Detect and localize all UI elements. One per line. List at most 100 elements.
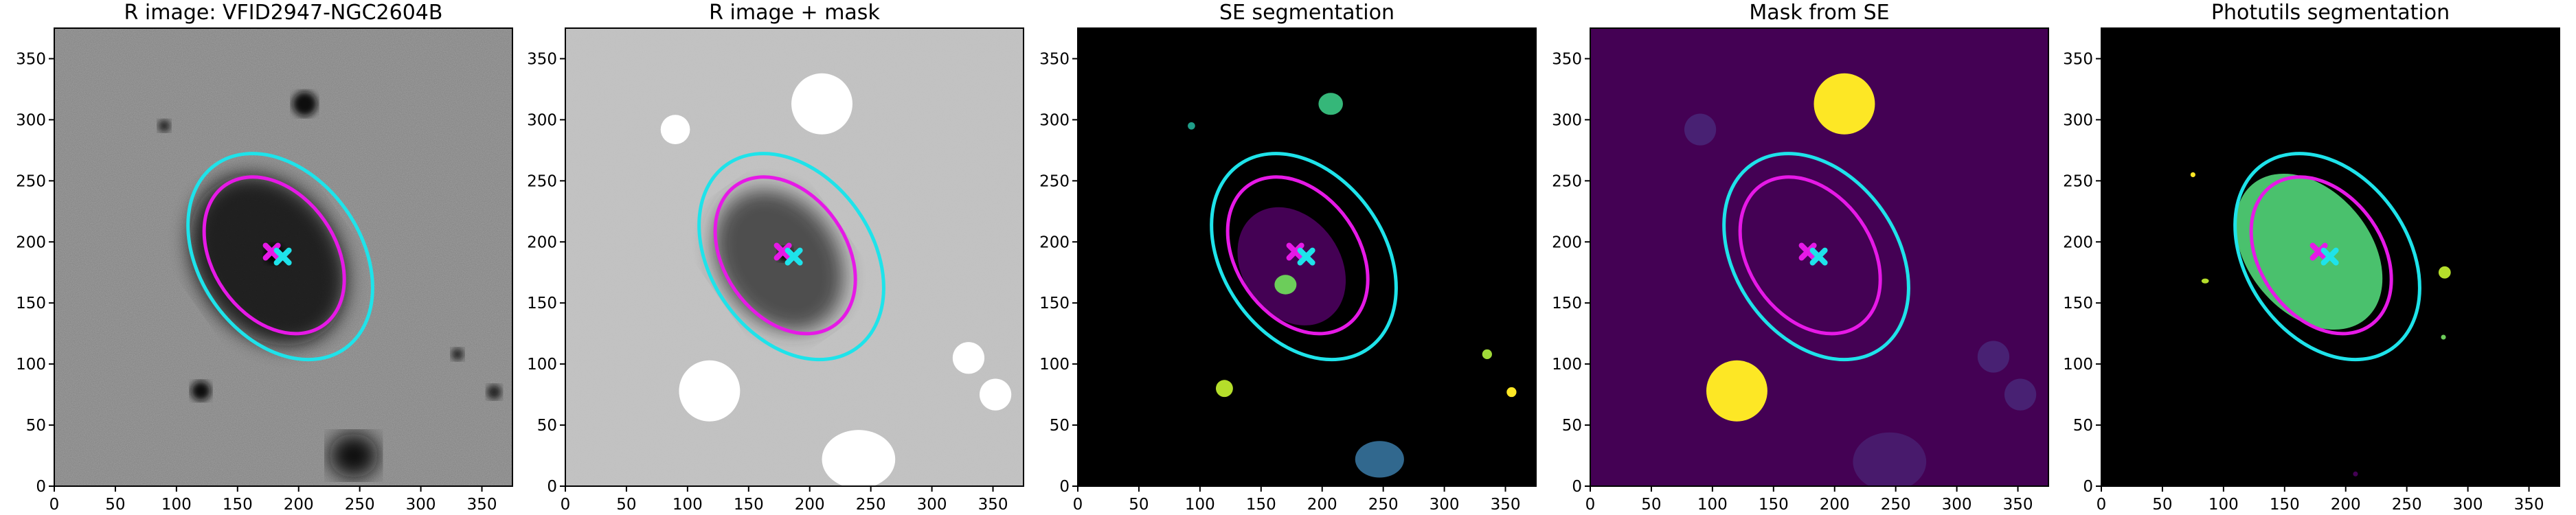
aperture-ellipse xyxy=(697,152,885,362)
x-tick-label: 0 xyxy=(1585,496,1596,514)
image-feature xyxy=(1188,122,1195,130)
y-tick-label: 350 xyxy=(1039,50,1070,68)
image-feature xyxy=(2190,172,2195,177)
image-feature xyxy=(679,360,741,422)
x-tick-label: 0 xyxy=(49,496,60,514)
y-tick-label: 150 xyxy=(527,295,557,312)
y-tick-label: 100 xyxy=(1039,356,1070,374)
y-tick-label: 100 xyxy=(1552,356,1582,374)
y-tick-label: 0 xyxy=(547,478,557,496)
y-tick-label: 150 xyxy=(1039,295,1070,312)
x-tick-label: 200 xyxy=(795,496,825,514)
aperture-ellipse xyxy=(1210,152,1398,362)
image-feature xyxy=(451,348,464,360)
y-tick-label: 0 xyxy=(36,478,46,496)
x-tick-label: 50 xyxy=(1641,496,1661,514)
x-tick-label: 100 xyxy=(2208,496,2239,514)
y-tick-label: 350 xyxy=(1552,50,1582,68)
y-tick-label: 250 xyxy=(1552,172,1582,190)
image-feature xyxy=(822,430,896,486)
image xyxy=(565,28,1024,486)
image-feature xyxy=(158,119,170,133)
aperture-ellipse xyxy=(2233,152,2421,362)
x-tick-label: 250 xyxy=(856,496,886,514)
center-marker xyxy=(2320,247,2339,266)
image-feature xyxy=(1237,207,1346,325)
x-tick-label: 300 xyxy=(2453,496,2483,514)
x-tick-label: 250 xyxy=(1881,496,1911,514)
x-tick-label: 350 xyxy=(2003,496,2033,514)
image-feature xyxy=(1355,441,1404,478)
x-tick-label: 250 xyxy=(345,496,375,514)
x-tick-label: 100 xyxy=(1185,496,1215,514)
axes-frame xyxy=(1590,27,2049,487)
image-feature xyxy=(714,190,844,331)
y-tick-label: 200 xyxy=(16,233,46,251)
image xyxy=(1590,28,2048,486)
axes-frame xyxy=(2101,27,2560,487)
y-tick-label: 50 xyxy=(26,417,46,435)
center-marker xyxy=(1798,242,1817,261)
x-tick-label: 350 xyxy=(1491,496,1521,514)
x-tick-label: 350 xyxy=(978,496,1008,514)
y-tick-label: 50 xyxy=(1050,417,1070,435)
y-tick-label: 200 xyxy=(527,233,557,251)
panel: SE segmentation 0 50 100 150 200 250 300 350 0 50 1… xyxy=(1039,1,1537,514)
y-tick-label: 300 xyxy=(1552,111,1582,129)
x-tick-label: 200 xyxy=(1307,496,1337,514)
image-feature xyxy=(2353,471,2358,477)
image-feature xyxy=(2441,334,2446,340)
y-tick-label: 150 xyxy=(16,295,46,312)
y-tick-label: 100 xyxy=(16,356,46,374)
image-feature xyxy=(1706,360,1767,422)
panel-title: Mask from SE xyxy=(1749,1,1889,25)
image-feature xyxy=(1853,432,1927,486)
image-feature xyxy=(2438,266,2451,279)
image-feature xyxy=(2004,378,2037,411)
y-tick-label: 150 xyxy=(1552,295,1582,312)
image-feature xyxy=(1318,93,1343,115)
panel: Photutils segmentation 0 50 100 150 200 250 300… xyxy=(2063,1,2560,514)
y-tick-label: 0 xyxy=(1059,478,1070,496)
center-marker xyxy=(2309,242,2328,261)
panel: Mask from SE 0 50 100 150 200 250 300 350 0 50 100 1… xyxy=(1552,1,2049,514)
y-tick-label: 50 xyxy=(2073,417,2093,435)
x-tick-label: 50 xyxy=(1129,496,1149,514)
panel-title: SE segmentation xyxy=(1219,1,1394,25)
aperture-ellipse xyxy=(1738,175,1882,336)
aperture-ellipse xyxy=(186,152,374,362)
x-tick-label: 50 xyxy=(105,496,125,514)
x-tick-label: 150 xyxy=(1246,496,1276,514)
image-feature xyxy=(486,385,501,400)
image xyxy=(54,28,512,486)
image-feature xyxy=(292,91,317,117)
x-tick-label: 350 xyxy=(467,496,497,514)
y-tick-label: 300 xyxy=(16,111,46,129)
x-tick-label: 250 xyxy=(2392,496,2422,514)
x-tick-label: 350 xyxy=(2514,496,2544,514)
center-marker xyxy=(273,247,292,266)
image-feature xyxy=(191,381,211,401)
image-feature xyxy=(1274,275,1297,295)
y-tick-label: 300 xyxy=(527,111,557,129)
center-marker xyxy=(784,247,803,266)
x-tick-label: 200 xyxy=(2331,496,2361,514)
panel: R image: VFID2947-NGC2604B 0 50 100 150 200 25… xyxy=(16,1,513,514)
x-tick-label: 150 xyxy=(223,496,253,514)
x-tick-label: 100 xyxy=(161,496,192,514)
y-tick-label: 250 xyxy=(1039,172,1070,190)
aperture-ellipse xyxy=(1225,175,1370,336)
axes-frame xyxy=(565,27,1024,487)
y-tick-label: 0 xyxy=(2083,478,2093,496)
image xyxy=(1078,28,1536,486)
image-feature xyxy=(1506,387,1517,398)
aperture-ellipse xyxy=(1722,152,1910,362)
y-tick-label: 200 xyxy=(2063,233,2093,251)
image-feature xyxy=(1215,380,1233,398)
image xyxy=(2101,28,2560,486)
y-tick-label: 300 xyxy=(2063,111,2093,129)
y-tick-label: 100 xyxy=(527,356,557,374)
x-tick-label: 50 xyxy=(616,496,636,514)
aperture-ellipse xyxy=(2249,175,2393,336)
axes-frame xyxy=(54,27,513,487)
